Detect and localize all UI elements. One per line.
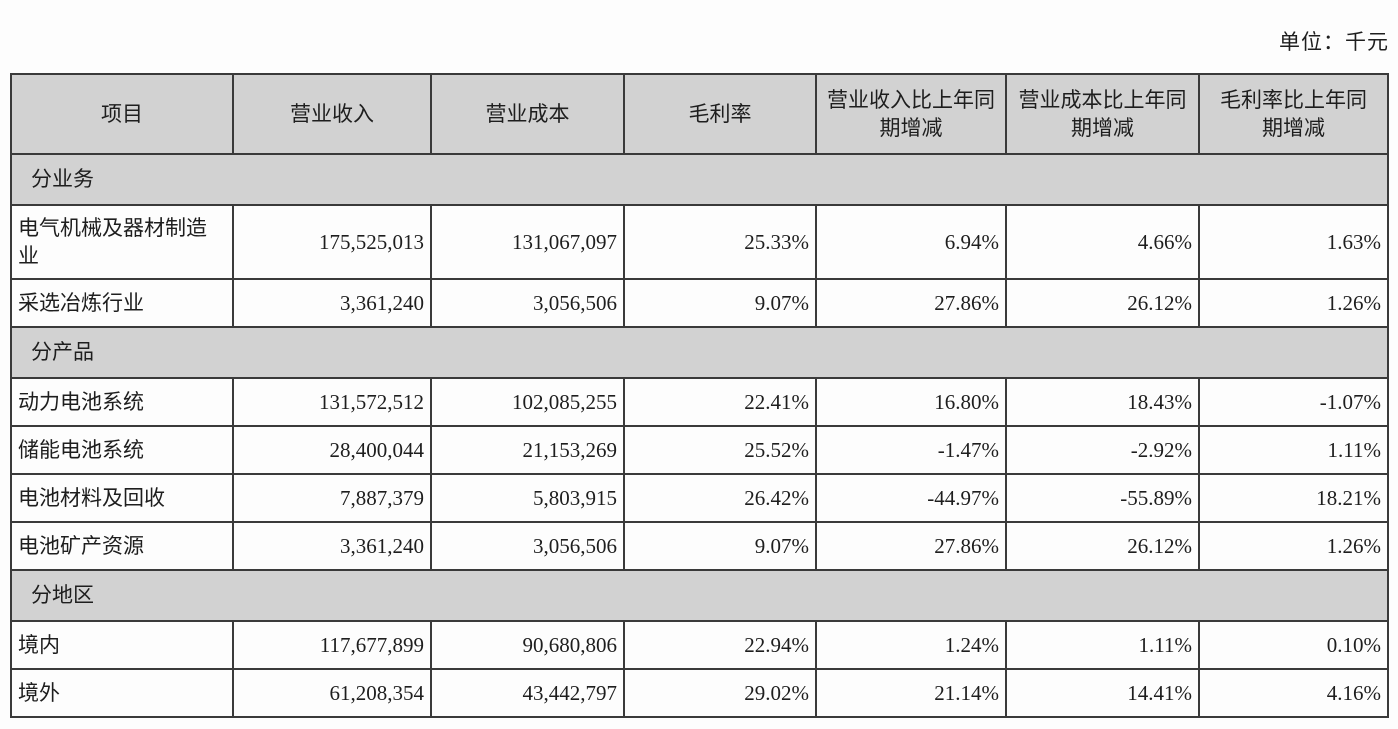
column-header-cost: 营业成本 [430, 73, 625, 155]
table-row: 境内 117,677,899 90,680,806 22.94% 1.24% 1… [10, 620, 1389, 670]
cell-revenue: 175,525,013 [232, 204, 432, 280]
cell-margin: 22.41% [623, 377, 817, 427]
cell-margin-yoy: 1.26% [1198, 278, 1389, 328]
cell-margin-yoy: 4.16% [1198, 668, 1389, 718]
section-row-by-region: 分地区 [10, 569, 1389, 622]
section-row-by-business: 分业务 [10, 153, 1389, 206]
section-label: 分产品 [10, 326, 1389, 379]
cell-margin: 9.07% [623, 278, 817, 328]
cell-item: 境外 [10, 668, 234, 718]
cell-revenue-yoy: 16.80% [815, 377, 1007, 427]
table-row: 电池矿产资源 3,361,240 3,056,506 9.07% 27.86% … [10, 521, 1389, 571]
cell-cost: 131,067,097 [430, 204, 625, 280]
cell-item: 储能电池系统 [10, 425, 234, 475]
cell-cost: 102,085,255 [430, 377, 625, 427]
cell-revenue: 117,677,899 [232, 620, 432, 670]
cell-cost: 90,680,806 [430, 620, 625, 670]
cell-revenue: 61,208,354 [232, 668, 432, 718]
table-header-row: 项目 营业收入 营业成本 毛利率 营业收入比上年同期增减 营业成本比上年同期增减… [10, 73, 1389, 155]
cell-item: 电池矿产资源 [10, 521, 234, 571]
cell-cost-yoy: -55.89% [1005, 473, 1200, 523]
cell-revenue: 3,361,240 [232, 521, 432, 571]
cell-margin: 9.07% [623, 521, 817, 571]
column-header-revenue: 营业收入 [232, 73, 432, 155]
cell-cost-yoy: -2.92% [1005, 425, 1200, 475]
cell-item: 动力电池系统 [10, 377, 234, 427]
cell-cost: 5,803,915 [430, 473, 625, 523]
cell-revenue: 3,361,240 [232, 278, 432, 328]
cell-revenue: 131,572,512 [232, 377, 432, 427]
cell-margin: 22.94% [623, 620, 817, 670]
table-row: 储能电池系统 28,400,044 21,153,269 25.52% -1.4… [10, 425, 1389, 475]
column-header-revenue-yoy: 营业收入比上年同期增减 [815, 73, 1007, 155]
cell-cost-yoy: 26.12% [1005, 278, 1200, 328]
cell-margin: 29.02% [623, 668, 817, 718]
cell-cost: 3,056,506 [430, 521, 625, 571]
table-row: 电池材料及回收 7,887,379 5,803,915 26.42% -44.9… [10, 473, 1389, 523]
cell-revenue-yoy: 27.86% [815, 278, 1007, 328]
cell-margin: 25.52% [623, 425, 817, 475]
cell-margin-yoy: 1.63% [1198, 204, 1389, 280]
cell-cost-yoy: 26.12% [1005, 521, 1200, 571]
table-row: 动力电池系统 131,572,512 102,085,255 22.41% 16… [10, 377, 1389, 427]
cell-item: 电气机械及器材制造业 [10, 204, 234, 280]
column-header-item: 项目 [10, 73, 234, 155]
cell-revenue: 7,887,379 [232, 473, 432, 523]
table-row: 采选冶炼行业 3,361,240 3,056,506 9.07% 27.86% … [10, 278, 1389, 328]
table-row: 电气机械及器材制造业 175,525,013 131,067,097 25.33… [10, 204, 1389, 280]
cell-margin-yoy: -1.07% [1198, 377, 1389, 427]
cell-margin: 26.42% [623, 473, 817, 523]
cell-revenue-yoy: -44.97% [815, 473, 1007, 523]
cell-cost-yoy: 4.66% [1005, 204, 1200, 280]
cell-margin: 25.33% [623, 204, 817, 280]
cell-revenue-yoy: 1.24% [815, 620, 1007, 670]
cell-item: 采选冶炼行业 [10, 278, 234, 328]
section-label: 分地区 [10, 569, 1389, 622]
cell-margin-yoy: 0.10% [1198, 620, 1389, 670]
cell-cost: 21,153,269 [430, 425, 625, 475]
segment-financials-table: 项目 营业收入 营业成本 毛利率 营业收入比上年同期增减 营业成本比上年同期增减… [10, 73, 1389, 718]
cell-cost-yoy: 18.43% [1005, 377, 1200, 427]
cell-revenue-yoy: 21.14% [815, 668, 1007, 718]
cell-revenue-yoy: 6.94% [815, 204, 1007, 280]
cell-cost: 3,056,506 [430, 278, 625, 328]
unit-label: 单位：千元 [1279, 30, 1389, 54]
section-label: 分业务 [10, 153, 1389, 206]
table-row: 境外 61,208,354 43,442,797 29.02% 21.14% 1… [10, 668, 1389, 718]
column-header-margin: 毛利率 [623, 73, 817, 155]
column-header-cost-yoy: 营业成本比上年同期增减 [1005, 73, 1200, 155]
cell-cost-yoy: 1.11% [1005, 620, 1200, 670]
cell-margin-yoy: 1.26% [1198, 521, 1389, 571]
cell-revenue: 28,400,044 [232, 425, 432, 475]
cell-cost-yoy: 14.41% [1005, 668, 1200, 718]
cell-margin-yoy: 1.11% [1198, 425, 1389, 475]
cell-revenue-yoy: -1.47% [815, 425, 1007, 475]
cell-revenue-yoy: 27.86% [815, 521, 1007, 571]
section-row-by-product: 分产品 [10, 326, 1389, 379]
cell-margin-yoy: 18.21% [1198, 473, 1389, 523]
cell-item: 电池材料及回收 [10, 473, 234, 523]
column-header-margin-yoy: 毛利率比上年同期增减 [1198, 73, 1389, 155]
cell-item: 境内 [10, 620, 234, 670]
cell-cost: 43,442,797 [430, 668, 625, 718]
